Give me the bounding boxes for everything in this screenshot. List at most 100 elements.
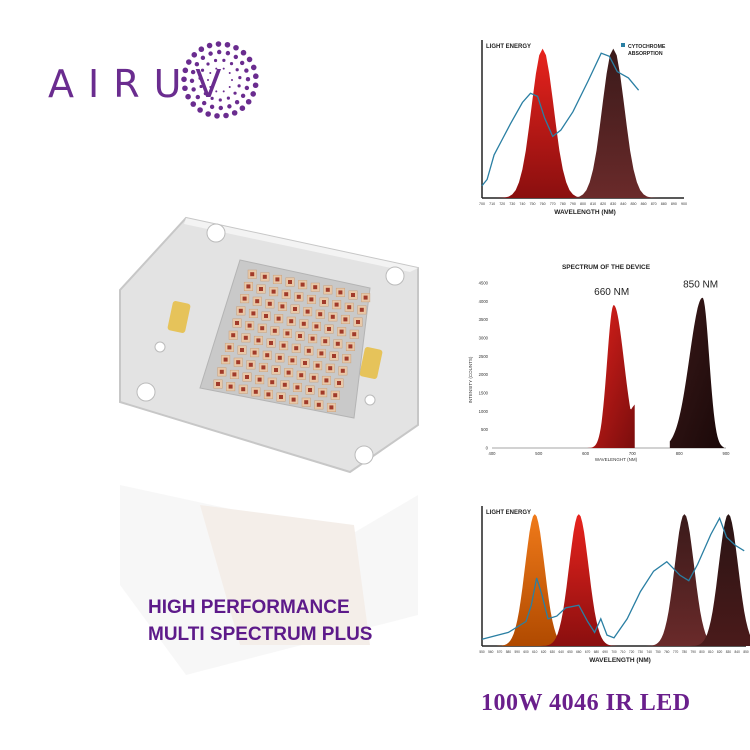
chart-3-absorption-line (481, 516, 745, 640)
chart-1-x-tick-label: 710 (489, 202, 495, 206)
chart-1-x-tick-label: 860 (641, 202, 647, 206)
chart-2-y-tick-label: 4000 (479, 299, 489, 304)
chart-3-peak-660 (526, 514, 632, 646)
chart-3-x-tick-label: 830 (726, 650, 732, 654)
chart-1-x-tick-label: 840 (620, 202, 626, 206)
chart-2-y-tick-label: 500 (481, 427, 489, 432)
chart-3-x-tick-label: 840 (735, 650, 741, 654)
chart-1-x-tick-label: 830 (610, 202, 616, 206)
chart-3-x-tick-label: 640 (559, 650, 565, 654)
chart-device-spectrum: SPECTRUM OF THE DEVICE INTENSITY (COUNTS… (466, 255, 738, 465)
chart-2-y-tick-label: 0 (486, 446, 489, 451)
chart-2-y-tick-label: 2000 (479, 372, 489, 377)
chart-3-peak-830 (675, 514, 750, 646)
chart-1-x-tick-label: 780 (560, 202, 566, 206)
chart-3-x-tick-label: 800 (699, 650, 705, 654)
chart-1-x-tick-label: 800 (580, 202, 586, 206)
chart-3-x-tick-label: 790 (691, 650, 697, 654)
chart-2-xlabel: WAVELENGHT (NM) (595, 457, 638, 462)
chart-3-x-tick-label: 600 (523, 650, 529, 654)
chart-multi-spectrum: LIGHT ENERGY 550 560 570 580 590 600 610 620 630… (470, 498, 750, 666)
chart-3-x-tick-label: 740 (647, 650, 653, 654)
chart-2-svg: SPECTRUM OF THE DEVICE INTENSITY (COUNTS… (468, 264, 731, 462)
chart-2-y-tick-label: 1500 (479, 391, 489, 396)
chart-2-peak-label: 850 NM (683, 280, 718, 291)
chart-1-x-tick-label: 820 (600, 202, 606, 206)
chart-1-x-tick-label: 850 (631, 202, 637, 206)
chart-1-x-tick-label: 750 (530, 202, 536, 206)
chart-3-x-tick-label: 590 (515, 650, 521, 654)
chart-3-x-tick-label: 750 (655, 650, 661, 654)
chart-3-x-tick-label: 850 (743, 650, 749, 654)
chart-1-x-tick-label: 730 (509, 202, 515, 206)
chart-1-peak-830 (482, 48, 684, 198)
chart-1-legend-line-1: CYTOCHROME (628, 44, 666, 50)
chart-2-x-tick-label: 800 (676, 451, 684, 456)
chart-1-x-tick-label: 880 (661, 202, 667, 206)
headline-line-2: MULTI SPECTRUM PLUS (148, 624, 373, 645)
chart-1-x-tick-label: 770 (550, 202, 556, 206)
product-title: 100W 4046 IR LED (481, 690, 691, 716)
chart-1-x-tick-label: 760 (540, 202, 546, 206)
chart-3-x-tick-label: 660 (576, 650, 582, 654)
chart-2-peak-label: 660 NM (594, 287, 629, 298)
led-chip-image (119, 216, 419, 474)
chart-3-x-tick-label: 710 (620, 650, 626, 654)
led-chip-reflection (120, 485, 418, 675)
chart-1-xlabel: WAVELENGTH (NM) (554, 209, 616, 216)
chart-1-x-tick-label: 790 (570, 202, 576, 206)
chart-2-peak-660 (580, 305, 635, 448)
chart-3-xlabel: WAVELENGTH (NM) (589, 657, 651, 664)
chart-1-x-tick-label: 810 (590, 202, 596, 206)
chart-2-y-tick-label: 1000 (479, 409, 489, 414)
chart-3-ylabel: LIGHT ENERGY (486, 510, 531, 516)
chart-3-x-tick-label: 650 (567, 650, 573, 654)
chart-3-x-tick-label: 780 (682, 650, 688, 654)
chart-2-y-tick-label: 2500 (479, 354, 489, 359)
chart-3-x-tick-label: 610 (532, 650, 538, 654)
chart-3-peak-780 (631, 514, 738, 646)
chart-3-x-tick-label: 560 (488, 650, 494, 654)
chart-2-x-tick-label: 900 (723, 451, 731, 456)
chart-1-x-tick-label: 700 (479, 202, 485, 206)
chart-1-cytochrome-absorption-line (481, 52, 640, 187)
chart-2-x-tick-label: 400 (489, 451, 497, 456)
chart-1-x-tick-label: 740 (519, 202, 525, 206)
headline-line-1: HIGH PERFORMANCE (148, 597, 350, 618)
chart-1-x-tick-label: 870 (651, 202, 657, 206)
chart-3-x-tick-label: 620 (541, 650, 547, 654)
chart-3-x-tick-label: 720 (629, 650, 635, 654)
chart-3-x-tick-label: 810 (708, 650, 714, 654)
chart-2-y-tick-label: 3500 (479, 317, 489, 322)
chart-2-ylabel: INTENSITY (COUNTS) (468, 356, 473, 403)
chart-2-x-tick-label: 500 (535, 451, 543, 456)
chart-1-x-tick-label: 720 (499, 202, 505, 206)
chart-3-x-tick-label: 820 (717, 650, 723, 654)
chart-3-x-tick-label: 580 (506, 650, 512, 654)
chart-3-x-tick-label: 570 (497, 650, 503, 654)
chart-1-peak-760 (482, 48, 684, 198)
chart-3-svg: LIGHT ENERGY 550 560 570 580 590 600 610 620 630… (479, 506, 750, 664)
chart-3-x-tick-label: 730 (638, 650, 644, 654)
chart-1-x-tick-label: 890 (671, 202, 677, 206)
chart-1-legend-line-2: ABSORPTION (628, 51, 663, 57)
chart-2-peak-850 (669, 297, 724, 448)
chart-3-x-tick-label: 760 (664, 650, 670, 654)
chart-2-x-tick-label: 700 (629, 451, 637, 456)
chart-3-x-tick-label: 630 (550, 650, 556, 654)
chart-3-x-tick-label: 680 (594, 650, 600, 654)
chart-3-x-tick-label: 770 (673, 650, 679, 654)
chart-2-x-tick-label: 600 (582, 451, 590, 456)
chart-3-x-tick-label: 670 (585, 650, 591, 654)
chart-3-x-tick-label: 700 (611, 650, 617, 654)
chart-3-peak-610 (482, 514, 588, 646)
chart-2-title: SPECTRUM OF THE DEVICE (562, 264, 651, 271)
headline: HIGH PERFORMANCE MULTI SPECTRUM PLUS (148, 594, 372, 648)
chart-1-ylabel: LIGHT ENERGY (486, 44, 531, 50)
brand-logo-dots-icon (181, 41, 259, 119)
chart-1-legend-swatch (621, 43, 625, 47)
chart-2-y-tick-label: 4500 (479, 281, 489, 286)
chart-3-x-tick-label: 550 (479, 650, 485, 654)
brand-logo-text: AIRUV (48, 62, 236, 106)
